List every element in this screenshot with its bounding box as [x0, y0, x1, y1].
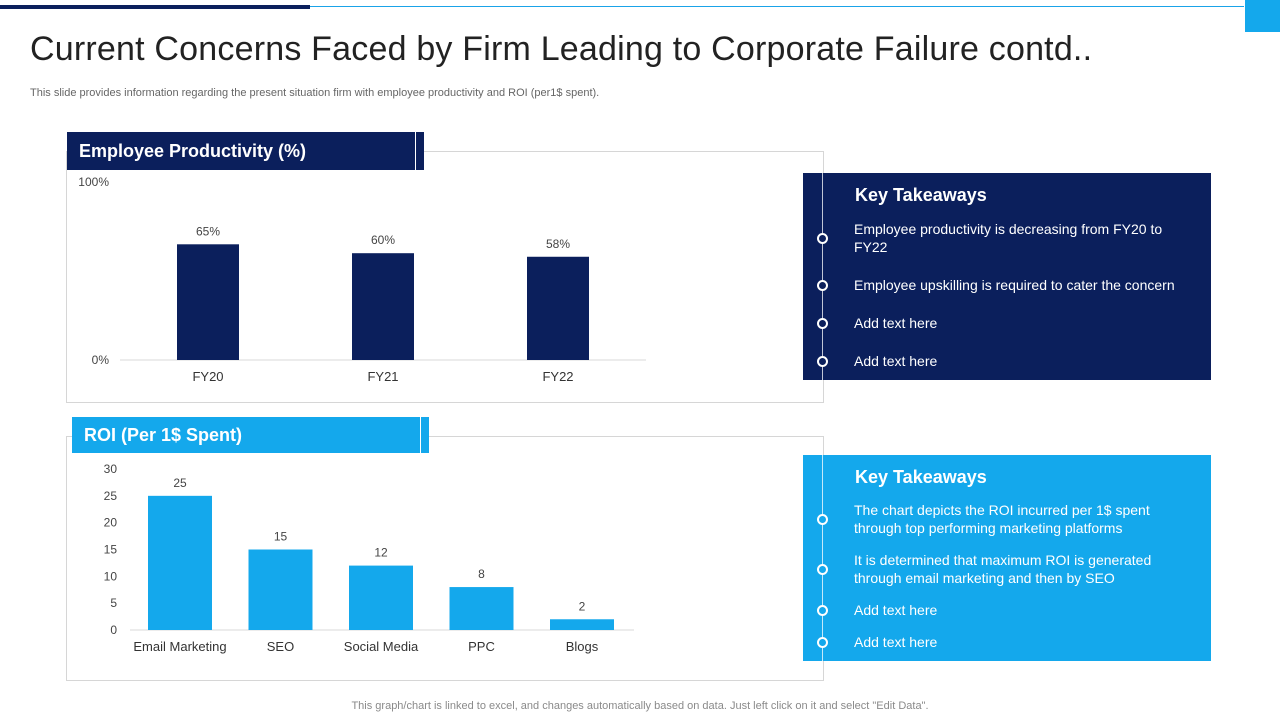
timeline-dot: [817, 233, 828, 244]
takeaway-item: Add text here: [854, 315, 938, 331]
productivity-takeaways-box: Key Takeaways Employee productivity is d…: [803, 173, 1211, 380]
timeline-dot: [817, 605, 828, 616]
data-label: 60%: [371, 233, 395, 247]
x-tick-label: FY20: [192, 369, 223, 384]
timeline-dot: [817, 637, 828, 648]
roi-panel-header: ROI (Per 1$ Spent): [72, 417, 429, 453]
timeline-dot: [817, 514, 828, 525]
header-edge: [420, 417, 429, 453]
footer-note: This graph/chart is linked to excel, and…: [351, 700, 929, 712]
header-edge: [415, 132, 424, 170]
takeaway-item: Add text here: [854, 634, 938, 650]
takeaway-item: Employee productivity is decreasing from…: [854, 221, 1163, 255]
y-tick-label: 100%: [78, 175, 109, 189]
roi-chart-panel: [66, 436, 824, 681]
timeline-dot: [817, 356, 828, 367]
slide-title: Current Concerns Faced by Firm Leading t…: [30, 30, 1093, 68]
timeline-line: [822, 173, 823, 380]
takeaway-item: Employee upskilling is required to cater…: [854, 277, 1175, 293]
timeline-dot: [817, 280, 828, 291]
top-accent-bar: [0, 5, 310, 9]
takeaway-item: The chart depicts the ROI incurred per 1…: [854, 502, 1150, 536]
y-tick-label: 0%: [92, 353, 110, 367]
productivity-panel-title: Employee Productivity (%): [79, 140, 307, 161]
bar: [352, 253, 414, 360]
productivity-panel-header: Employee Productivity (%): [67, 132, 424, 170]
roi-panel-title: ROI (Per 1$ Spent): [84, 424, 243, 445]
bar: [527, 256, 589, 360]
timeline-dot: [817, 564, 828, 575]
data-label: 58%: [546, 237, 570, 251]
x-tick-label: FY21: [367, 369, 398, 384]
takeaway-item: It is determined that maximum ROI is gen…: [854, 552, 1152, 586]
timeline-dot: [817, 318, 828, 329]
slide-subtitle: This slide provides information regardin…: [30, 87, 600, 99]
takeaways-title: Key Takeaways: [855, 185, 987, 205]
x-tick-label: FY22: [542, 369, 573, 384]
takeaway-item: Add text here: [854, 602, 938, 618]
corner-accent-block: [1245, 0, 1280, 32]
takeaways-title: Key Takeaways: [855, 467, 987, 487]
takeaway-item: Add text here: [854, 353, 938, 369]
timeline-line: [822, 455, 823, 661]
data-label: 65%: [196, 224, 220, 238]
top-accent-line: [310, 6, 1244, 7]
roi-takeaways-box: Key Takeaways The chart depicts the ROI …: [803, 455, 1211, 661]
bar: [177, 244, 239, 360]
